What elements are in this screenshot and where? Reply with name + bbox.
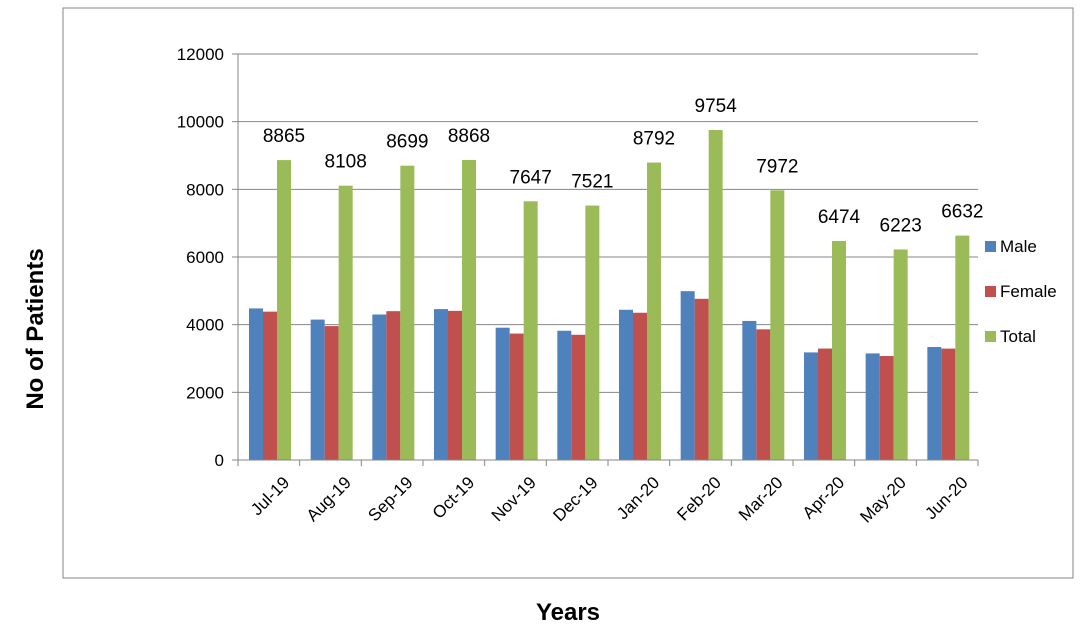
- data-label: 6632: [941, 202, 983, 223]
- bar-male: [249, 308, 263, 460]
- bar-total: [647, 162, 661, 460]
- data-label: 8108: [325, 152, 367, 173]
- bar-total: [277, 160, 291, 460]
- bar-male: [927, 346, 942, 460]
- data-label: 6223: [880, 215, 922, 236]
- bar-total: [462, 159, 476, 460]
- bar-female: [633, 312, 647, 460]
- y-tick-label: 0: [215, 451, 224, 470]
- bar-female: [879, 356, 894, 460]
- bar-male: [434, 309, 448, 460]
- legend-swatch-male: [985, 241, 996, 252]
- bar-total: [400, 165, 415, 460]
- y-tick-label: 4000: [186, 316, 224, 335]
- y-tick-label: 10000: [177, 113, 224, 132]
- bar-total: [708, 129, 723, 460]
- bar-female: [386, 311, 401, 460]
- bar-male: [372, 314, 387, 460]
- bars: [249, 129, 970, 461]
- gridlines: [238, 53, 978, 393]
- legend-swatch-total: [985, 331, 996, 342]
- bar-male: [619, 309, 633, 460]
- legend: Male Female Total: [985, 237, 1057, 346]
- bar-female: [571, 334, 586, 460]
- bar-male: [742, 320, 757, 460]
- data-label: 7647: [510, 167, 552, 188]
- bar-male: [865, 353, 880, 460]
- bar-male: [804, 352, 818, 460]
- y-axis-title: No of Patients: [22, 248, 49, 409]
- bar-total: [338, 185, 353, 461]
- bar-male: [557, 330, 572, 460]
- y-tick-label: 12000: [177, 45, 224, 64]
- bar-female: [324, 326, 339, 460]
- bar-total: [955, 235, 970, 460]
- legend-label-male: Male: [1000, 237, 1037, 256]
- bar-female: [756, 329, 771, 460]
- bar-total: [832, 240, 846, 460]
- bar-female: [694, 298, 709, 460]
- bar-female: [941, 348, 956, 460]
- bar-female: [509, 333, 524, 460]
- data-labels: 8865 8108 8699 8868 7647 7521 8792 9754 7972 6474…: [263, 96, 984, 236]
- bar-total: [585, 205, 600, 460]
- data-label: 9754: [695, 96, 738, 117]
- bar-male: [495, 327, 510, 460]
- data-label: 8865: [263, 126, 305, 147]
- bar-male: [310, 319, 325, 460]
- data-label: 8699: [386, 132, 428, 153]
- bar-total: [523, 201, 538, 461]
- bar-total: [893, 249, 908, 460]
- data-label: 8868: [448, 126, 490, 147]
- data-label: 6474: [818, 207, 861, 228]
- data-label: 8792: [633, 129, 675, 150]
- data-label: 7972: [756, 156, 798, 177]
- bar-female: [263, 311, 277, 460]
- legend-label-female: Female: [1000, 282, 1057, 301]
- legend-label-total: Total: [1000, 327, 1036, 346]
- bar-male: [680, 291, 695, 460]
- y-tick-label: 8000: [186, 180, 224, 199]
- y-tick-label: 2000: [186, 383, 224, 402]
- data-label: 7521: [571, 172, 613, 193]
- bar-total: [770, 190, 785, 460]
- y-tick-label: 6000: [186, 248, 224, 267]
- x-axis-title: Years: [536, 599, 600, 626]
- bar-female: [818, 348, 832, 460]
- legend-swatch-female: [985, 286, 996, 297]
- bar-female: [448, 310, 462, 460]
